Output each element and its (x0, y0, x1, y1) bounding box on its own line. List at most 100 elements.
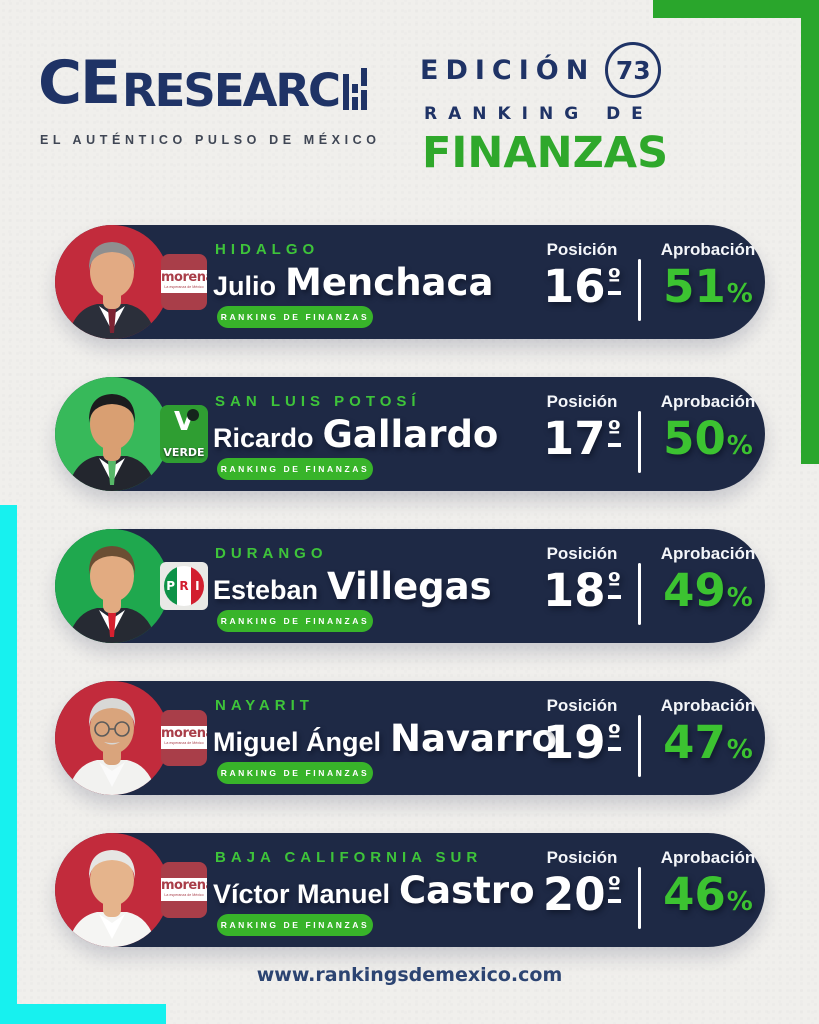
first-name: Miguel Ángel (213, 727, 381, 757)
ranking-badge: RANKING DE FINANZAS (217, 610, 373, 632)
approval-label: Aprobación (660, 392, 756, 411)
last-name: Navarro (390, 717, 557, 760)
approval-label: Aprobación (660, 848, 756, 867)
ordinal-mark: º (607, 722, 622, 751)
approval-group: Aprobación 47% (649, 696, 767, 765)
party-logo-morena: morena La esperanza de México (159, 708, 209, 768)
edition-row: EDICIÓN 73 (420, 42, 662, 98)
pri-letter: R (177, 566, 191, 606)
position-label: Posición (546, 848, 618, 867)
pri-letter: I (190, 566, 204, 606)
approval-group: Aprobación 46% (649, 848, 767, 917)
governor-name: Víctor Manuel Castro (213, 869, 535, 912)
approval-value: 50% (663, 412, 753, 465)
governor-photo (55, 681, 169, 795)
governor-photo (55, 529, 169, 643)
party-logo-morena: morena La esperanza de México (159, 252, 209, 312)
position-value: 16º (542, 260, 622, 313)
state-label: BAJA CALIFORNIA SUR (215, 849, 483, 866)
edition-number-badge: 73 (605, 42, 662, 98)
position-group: Posición 17º (523, 392, 641, 463)
percent-mark: % (726, 735, 753, 765)
toucan-icon (187, 409, 199, 421)
cyan-corner-accent-left (0, 505, 17, 1024)
approval-group: Aprobación 51% (649, 240, 767, 309)
approval-value: 51% (663, 260, 753, 313)
state-label: SAN LUIS POTOSÍ (215, 393, 421, 410)
position-label: Posición (546, 544, 618, 563)
approval-label: Aprobación (660, 240, 756, 259)
last-name: Gallardo (322, 413, 499, 456)
bar-chart-h-icon (343, 68, 368, 111)
ranking-card-durango: P R I DURANGO Esteban Villegas RANKING D… (55, 529, 765, 643)
party-logo-verde: V VERDE (159, 404, 209, 464)
approval-value: 49% (663, 564, 753, 617)
party-tagline: La esperanza de México (164, 892, 204, 897)
party-name: morena (161, 270, 207, 285)
vertical-divider (638, 867, 641, 929)
party-logo-morena: morena La esperanza de México (159, 860, 209, 920)
percent-mark: % (726, 431, 753, 461)
state-label: DURANGO (215, 545, 328, 562)
approval-value: 46% (663, 868, 753, 921)
approval-label: Aprobación (660, 544, 756, 563)
percent-mark: % (726, 279, 753, 309)
first-name: Julio (213, 271, 277, 301)
position-label: Posición (546, 696, 618, 715)
vertical-divider (638, 411, 641, 473)
state-label: HIDALGO (215, 241, 320, 258)
percent-mark: % (726, 583, 753, 613)
party-name: morena (161, 726, 207, 741)
ordinal-mark: º (607, 570, 622, 599)
ranking-de-label: RANKING DE (424, 104, 654, 124)
position-label: Posición (546, 240, 618, 259)
position-group: Posición 19º (523, 696, 641, 767)
ranking-badge: RANKING DE FINANZAS (217, 458, 373, 480)
last-name: Castro (399, 869, 535, 912)
governor-name: Esteban Villegas (213, 565, 492, 608)
logo-tagline: EL AUTÉNTICO PULSO DE MÉXICO (40, 133, 381, 147)
ranking-badge: RANKING DE FINANZAS (217, 914, 373, 936)
green-corner-accent-right (801, 0, 819, 464)
state-label: NAYARIT (215, 697, 314, 714)
party-name: VERDE (163, 446, 205, 459)
ranking-badge: RANKING DE FINANZAS (217, 306, 373, 328)
ranking-card-san-luis-potosi: V VERDE SAN LUIS POTOSÍ Ricardo Gallardo… (55, 377, 765, 491)
category-title: FINANZAS (422, 128, 669, 178)
pri-letter: P (164, 566, 178, 606)
party-name: morena (161, 878, 207, 893)
ce-research-logo: CE RESEARC (38, 48, 371, 118)
ranking-card-hidalgo: morena La esperanza de México HIDALGO Ju… (55, 225, 765, 339)
position-value: 18º (542, 564, 622, 617)
approval-value: 47% (663, 716, 753, 769)
logo-research-text: RESEARC (122, 63, 341, 117)
position-value: 17º (542, 412, 622, 465)
position-value: 20º (542, 868, 622, 921)
position-group: Posición 20º (523, 848, 641, 919)
governor-name: Ricardo Gallardo (213, 413, 498, 456)
cyan-corner-accent-bottom (0, 1004, 166, 1024)
first-name: Víctor Manuel (213, 879, 391, 909)
ranking-card-baja-california-sur: morena La esperanza de México BAJA CALIF… (55, 833, 765, 947)
governor-photo (55, 225, 169, 339)
ordinal-mark: º (607, 874, 622, 903)
vertical-divider (638, 715, 641, 777)
first-name: Ricardo (213, 423, 314, 453)
party-tagline: La esperanza de México (164, 284, 204, 289)
governor-photo (55, 377, 169, 491)
vertical-divider (638, 563, 641, 625)
vertical-divider (638, 259, 641, 321)
website-url: www.rankingsdemexico.com (256, 964, 563, 986)
governor-photo (55, 833, 169, 947)
ranking-card-nayarit: morena La esperanza de México NAYARIT Mi… (55, 681, 765, 795)
approval-group: Aprobación 50% (649, 392, 767, 461)
ranking-badge: RANKING DE FINANZAS (217, 762, 373, 784)
first-name: Esteban (213, 575, 319, 605)
governor-name: Miguel Ángel Navarro (213, 717, 557, 760)
ordinal-mark: º (607, 266, 622, 295)
logo-ce-text: CE (38, 48, 121, 118)
party-logo-pri: P R I (159, 556, 209, 616)
position-group: Posición 18º (523, 544, 641, 615)
ordinal-mark: º (607, 418, 622, 447)
